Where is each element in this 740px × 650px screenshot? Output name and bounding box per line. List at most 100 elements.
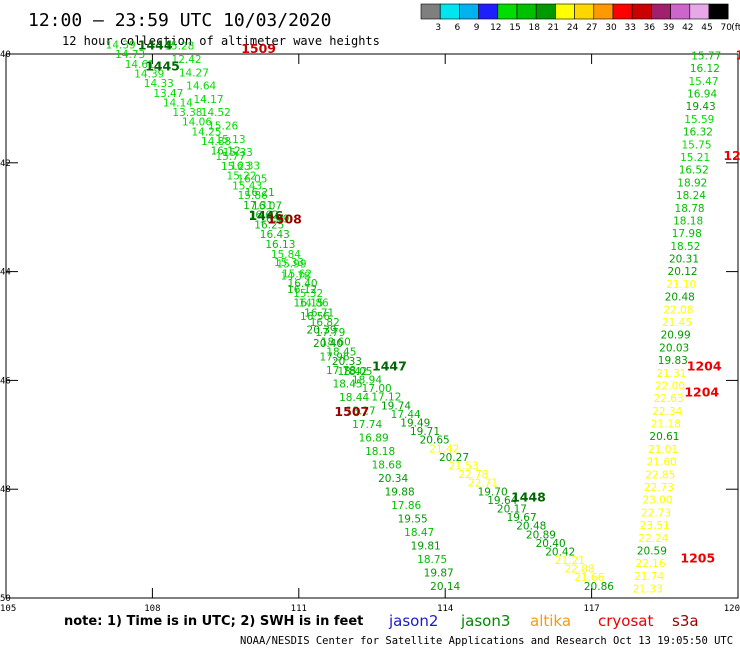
- colorbar-label: 36: [644, 23, 656, 33]
- colorbar-label: 33: [624, 23, 635, 33]
- note-text: note: 1) Time is in UTC; 2) SWH is in fe…: [64, 614, 363, 629]
- swh-value: 20.61: [649, 431, 679, 443]
- swh-value: 21.42: [429, 443, 459, 455]
- swh-value: 16.25: [254, 219, 284, 231]
- swh-value: 15.26: [208, 120, 238, 132]
- swh-value: 20.99: [661, 330, 691, 342]
- swh-value: 16.62: [249, 210, 279, 222]
- swh-value: 20.31: [669, 254, 699, 266]
- swh-value: 17.96: [320, 352, 350, 364]
- swh-value: 18.42: [337, 366, 367, 378]
- pass-number-label: 1204: [684, 385, 719, 400]
- swh-value: 17.78: [326, 365, 356, 377]
- swh-value: 18.05: [342, 366, 372, 378]
- swh-value: 16.40: [288, 278, 318, 290]
- swh-value: 21.18: [651, 419, 681, 431]
- swh-value: 16.49: [259, 214, 289, 226]
- swh-value: 14.06: [182, 117, 212, 129]
- lon-label: 117: [583, 604, 599, 614]
- swh-value: 19.71: [410, 426, 440, 438]
- swh-value: 16.05: [237, 174, 267, 186]
- swh-value: 19.67: [507, 512, 537, 524]
- swh-value: 15.47: [688, 76, 718, 88]
- swh-value: 21.21: [555, 555, 585, 567]
- swh-value: 20.48: [665, 292, 695, 304]
- pass-number-label: 1507: [334, 404, 369, 419]
- swh-value: 16.12: [690, 63, 720, 75]
- colorbar-label: 12: [490, 23, 501, 33]
- swh-value: 16.94: [687, 89, 717, 101]
- swh-value: 15.22: [227, 171, 257, 183]
- colorbar-label: 18: [528, 23, 540, 33]
- swh-value: 20.40: [313, 338, 343, 350]
- swh-value: 18.24: [676, 190, 706, 202]
- colorbar-swatch: [593, 3, 614, 20]
- colorbar-swatch: [555, 3, 575, 20]
- lon-label: 108: [144, 604, 160, 614]
- swh-value: 20.59: [637, 545, 667, 557]
- swh-value: 14.39: [134, 68, 164, 80]
- colorbar-swatch: [574, 3, 595, 20]
- swh-value: 20.03: [659, 342, 689, 354]
- colorbar-label: 27: [586, 23, 597, 33]
- colorbar-swatch: [612, 3, 633, 20]
- colorbar-label: 15: [509, 23, 520, 33]
- lat-label: 40: [0, 50, 11, 60]
- swh-value: 20.86: [584, 581, 614, 593]
- pass-number-label: 1205: [680, 551, 715, 566]
- swh-value: 17.98: [672, 228, 702, 240]
- swh-value: 19.55: [398, 513, 428, 525]
- swh-value: 16.52: [679, 165, 709, 177]
- pass-number-label: 1447: [372, 359, 407, 374]
- swh-value: 19.81: [411, 540, 441, 552]
- swh-value: 18.75: [417, 554, 447, 566]
- swh-value: 14.39: [106, 40, 136, 52]
- swh-value: 19.70: [478, 486, 508, 498]
- swh-value: 14.27: [179, 67, 209, 79]
- swh-value: 16.12: [211, 146, 241, 158]
- colorbar-label: 6: [455, 23, 461, 33]
- colorbar-label: 39: [663, 23, 675, 33]
- swh-value: 15.13: [215, 134, 245, 146]
- swh-value: 20.33: [332, 356, 362, 368]
- satellite-s3a: s3a: [672, 612, 699, 630]
- colorbar-swatch: [516, 3, 537, 20]
- swh-value: 14.78: [281, 271, 311, 283]
- swh-value: 17.12: [371, 392, 401, 404]
- swh-value: 21.60: [647, 457, 677, 469]
- footer-text: NOAA/NESDIS Center for Satellite Applica…: [240, 635, 740, 647]
- swh-value: 19.83: [658, 355, 688, 367]
- colorbar-swatch: [651, 3, 671, 20]
- swh-value: 16.12: [287, 284, 317, 296]
- colorbar-swatch: [670, 3, 691, 20]
- track-jason3-1444: 14.3914.7314.6114.3914.3313.4714.1413.38…: [106, 40, 241, 158]
- satellite-legend: jason2 jason3 altika cryosat s3a: [388, 612, 699, 630]
- swh-value: 21.33: [633, 584, 663, 596]
- swh-value: 15.59: [684, 114, 714, 126]
- lon-label: 114: [437, 604, 453, 614]
- pass-number-label: 12: [736, 47, 740, 62]
- swh-value: 15.77: [691, 50, 721, 62]
- swh-value: 18.94: [352, 375, 382, 387]
- lat-label: 50: [0, 594, 11, 604]
- colorbar-unit: (ft): [731, 23, 740, 33]
- swh-value: 21.45: [662, 317, 692, 329]
- swh-value: 15.62: [282, 268, 312, 280]
- swh-value: 17.31: [243, 200, 273, 212]
- swh-value: 16.56: [300, 311, 330, 323]
- swh-value: 23.00: [642, 495, 672, 507]
- swh-value: 18.44: [339, 392, 369, 404]
- swh-value: 20.40: [536, 538, 566, 550]
- lat-label: 42: [0, 159, 11, 169]
- swh-value: 17.74: [352, 419, 382, 431]
- swh-value: 18.45: [333, 379, 363, 391]
- swh-value: 18.18: [673, 215, 703, 227]
- swh-value: 14.52: [201, 107, 231, 119]
- swh-value: 18.47: [404, 527, 434, 539]
- swh-value: 22.00: [655, 380, 685, 392]
- satellite-cryosat: cryosat: [598, 612, 653, 630]
- colorbar-label: 42: [682, 23, 693, 33]
- swh-value: 15.23: [221, 161, 251, 173]
